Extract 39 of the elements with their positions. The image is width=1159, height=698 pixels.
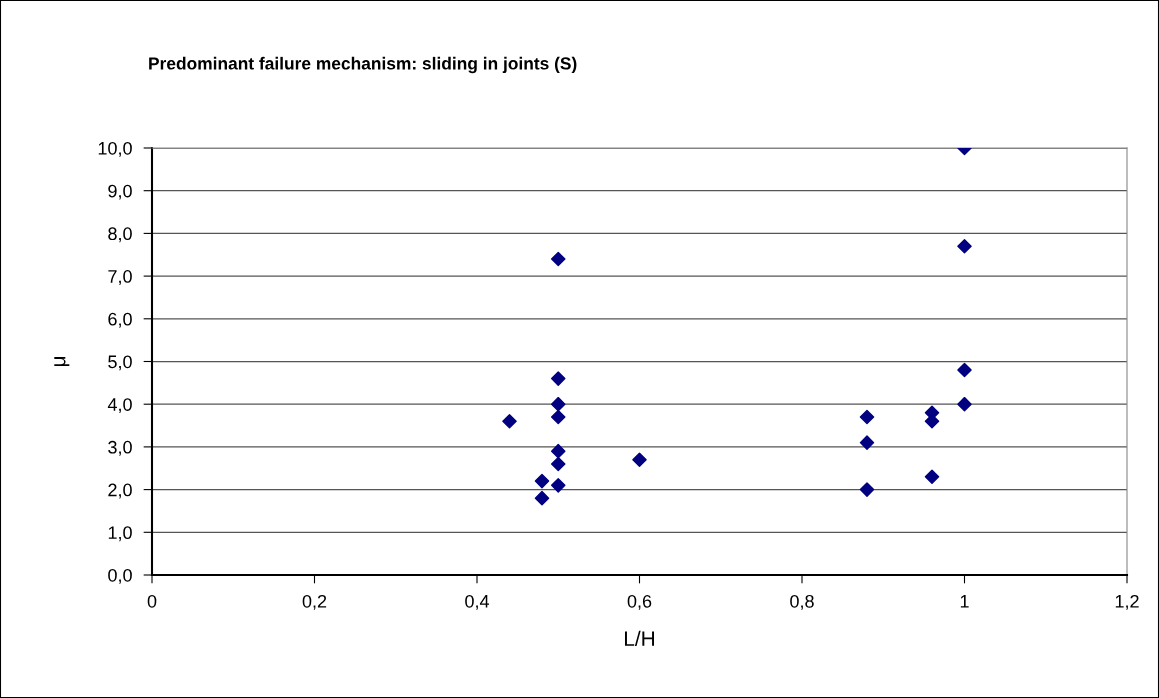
point [550,396,566,412]
y-tick-label: 4,0 [107,398,132,414]
x-tick-label: 0,8 [790,594,814,610]
point [859,435,875,450]
point [859,409,875,425]
y-tick-label: 9,0 [108,184,132,200]
y-tick-label: 6,0 [108,312,132,328]
point [502,413,517,429]
x-axis-title: L/H [625,630,655,647]
x-tick-label: 0,2 [302,594,327,610]
point [534,473,550,489]
point [924,469,940,485]
point [957,238,972,254]
point [957,362,972,378]
point [550,443,566,459]
y-tick-label: 1,0 [108,526,132,542]
x-tick-label: 1 [960,595,969,608]
y-tick-label: 8,0 [108,227,132,243]
y-tick-label: 3,0 [108,440,132,456]
y-tick-label: 2,0 [108,483,132,499]
x-tick-label: 0,6 [627,594,652,610]
point [550,478,566,493]
y-tick-label: 7,0 [108,270,132,285]
y-tick-label: 5,0 [108,355,132,371]
y-tick-label: 0,0 [108,568,132,584]
x-tick-label: 0 [147,594,157,608]
point [550,251,566,267]
chart-title: Predominant failure mechanism: sliding in joints (S) [149,56,577,74]
point [550,409,566,425]
point [957,396,972,412]
point [859,482,875,497]
point [632,452,647,467]
x-tick-label: 1,2 [1115,594,1139,610]
point [550,371,566,386]
point [534,490,550,506]
point [550,456,566,472]
x-tick-label: 0,4 [465,594,490,610]
y-axis-title: μ [54,357,70,367]
y-tick-label: 10,0 [98,141,132,157]
